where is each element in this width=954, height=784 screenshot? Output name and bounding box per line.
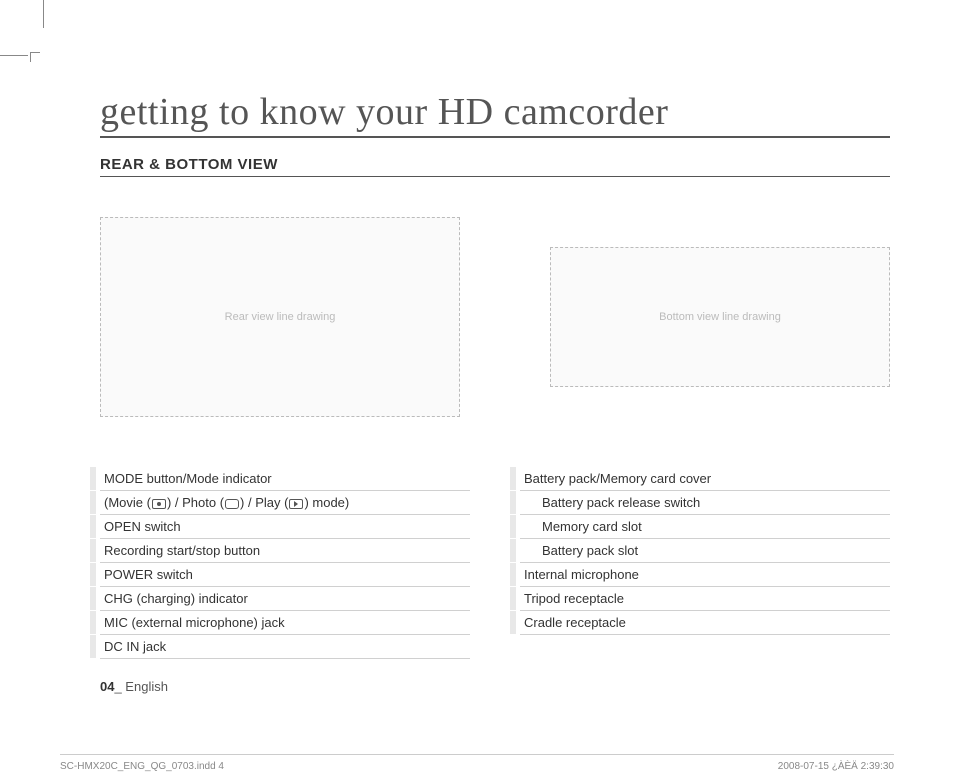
list-item: MIC (external microphone) jack <box>100 611 470 635</box>
list-item: (Movie () / Photo () / Play () mode) <box>100 491 470 515</box>
list-item: Cradle receptacle <box>520 611 890 635</box>
movie-icon <box>152 499 166 509</box>
print-footer: SC-HMX20C_ENG_QG_0703.indd 4 2008-07-15 … <box>60 754 894 772</box>
page-content: getting to know your HD camcorder REAR &… <box>100 90 890 694</box>
list-item: Tripod receptacle <box>520 587 890 611</box>
list-item: POWER switch <box>100 563 470 587</box>
footer-filename: SC-HMX20C_ENG_QG_0703.indd 4 <box>60 761 224 772</box>
crop-mark-vertical <box>43 0 44 28</box>
list-item: CHG (charging) indicator <box>100 587 470 611</box>
list-item: Internal microphone <box>520 563 890 587</box>
list-item: OPEN switch <box>100 515 470 539</box>
right-callout-list: Battery pack/Memory card coverBattery pa… <box>520 467 890 659</box>
crop-mark-horizontal <box>0 55 28 56</box>
list-item: MODE button/Mode indicator <box>100 467 470 491</box>
footer-timestamp: 2008-07-15 ¿ÀÈÄ 2:39:30 <box>778 761 894 772</box>
list-item: Battery pack/Memory card cover <box>520 467 890 491</box>
photo-icon <box>225 499 239 509</box>
page-number: 04_ English <box>100 679 890 694</box>
list-item: Recording start/stop button <box>100 539 470 563</box>
play-icon <box>289 499 303 509</box>
section-heading: REAR & BOTTOM VIEW <box>100 156 890 177</box>
list-item: DC IN jack <box>100 635 470 659</box>
list-item: Memory card slot <box>520 515 890 539</box>
crop-mark-corner <box>30 52 40 62</box>
diagram-row: Rear view line drawing Bottom view line … <box>100 207 890 427</box>
left-callout-list: MODE button/Mode indicator(Movie () / Ph… <box>100 467 470 659</box>
page-number-lang: _ English <box>114 679 167 694</box>
list-item: Battery pack slot <box>520 539 890 563</box>
page-title: getting to know your HD camcorder <box>100 90 890 138</box>
bottom-view-diagram: Bottom view line drawing <box>550 247 890 387</box>
list-item: Battery pack release switch <box>520 491 890 515</box>
rear-view-diagram: Rear view line drawing <box>100 217 460 417</box>
page-number-value: 04 <box>100 679 114 694</box>
callout-lists: MODE button/Mode indicator(Movie () / Ph… <box>100 467 890 659</box>
